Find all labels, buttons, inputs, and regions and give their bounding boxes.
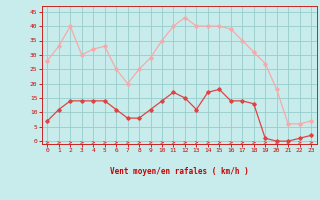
X-axis label: Vent moyen/en rafales ( km/h ): Vent moyen/en rafales ( km/h ): [110, 167, 249, 176]
